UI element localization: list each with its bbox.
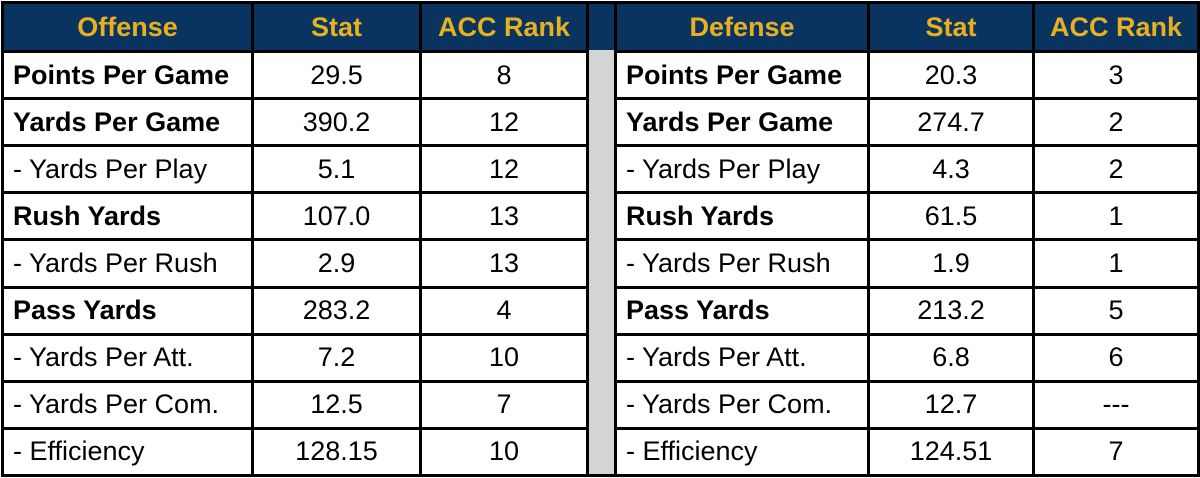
offense-stat-cell: 29.5 xyxy=(251,49,422,101)
offense-stat-cell: 128.15 xyxy=(251,426,422,478)
defense-stat-cell: 1.9 xyxy=(867,238,1035,289)
offense-rank-cell: 7 xyxy=(419,379,589,430)
defense-rank-cell: 7 xyxy=(1032,426,1200,478)
defense-stat-cell: 12.7 xyxy=(867,379,1035,430)
offense-label-cell: - Yards Per Com. xyxy=(1,379,254,430)
offense-stat-cell: 283.2 xyxy=(251,285,422,336)
offense-header-rank: ACC Rank xyxy=(419,1,589,53)
defense-label-cell: - Yards Per Att. xyxy=(614,332,870,383)
defense-label-cell: - Yards Per Play xyxy=(614,144,870,195)
defense-rank-cell: 5 xyxy=(1032,285,1200,336)
defense-row: Yards Per Game 274.7 2 xyxy=(614,97,1200,148)
defense-label-cell: - Efficiency xyxy=(614,426,870,478)
defense-label-cell: Rush Yards xyxy=(614,191,870,242)
offense-rank-cell: 4 xyxy=(419,285,589,336)
defense-row: Pass Yards 213.2 5 xyxy=(614,285,1200,336)
table-separator xyxy=(589,1,614,477)
offense-row: Pass Yards 283.2 4 xyxy=(1,285,589,336)
defense-rank-cell: 6 xyxy=(1032,332,1200,383)
defense-rank-cell: 1 xyxy=(1032,191,1200,242)
defense-label-cell: Points Per Game xyxy=(614,49,870,101)
offense-row: - Yards Per Att. 7.2 10 xyxy=(1,332,589,383)
defense-header-stat: Stat xyxy=(867,1,1035,53)
defense-body: Points Per Game 20.3 3 Yards Per Game 274.7 2… xyxy=(614,49,1200,478)
defense-table: Defense Stat ACC Rank Points Per Game 20.… xyxy=(614,1,1200,478)
offense-rank-cell: 13 xyxy=(419,238,589,289)
defense-rank-cell: 2 xyxy=(1032,144,1200,195)
defense-row: - Yards Per Att. 6.8 6 xyxy=(614,332,1200,383)
defense-row: Points Per Game 20.3 3 xyxy=(614,49,1200,101)
defense-label-cell: Pass Yards xyxy=(614,285,870,336)
defense-row: - Efficiency 124.51 7 xyxy=(614,426,1200,478)
offense-label-cell: Rush Yards xyxy=(1,191,254,242)
offense-table: Offense Stat ACC Rank Points Per Game 29.… xyxy=(1,1,589,478)
defense-stat-cell: 20.3 xyxy=(867,49,1035,101)
offense-label-cell: Points Per Game xyxy=(1,49,254,101)
defense-row: - Yards Per Rush 1.9 1 xyxy=(614,238,1200,289)
offense-rank-cell: 13 xyxy=(419,191,589,242)
offense-body: Points Per Game 29.5 8 Yards Per Game 390.2 1… xyxy=(1,49,589,478)
defense-header-category: Defense xyxy=(614,1,870,53)
offense-row: Rush Yards 107.0 13 xyxy=(1,191,589,242)
offense-header-category: Offense xyxy=(1,1,254,53)
offense-stat-cell: 390.2 xyxy=(251,97,422,148)
offense-row: Yards Per Game 390.2 12 xyxy=(1,97,589,148)
defense-rank-cell: 2 xyxy=(1032,97,1200,148)
offense-stat-cell: 2.9 xyxy=(251,238,422,289)
defense-stat-cell: 213.2 xyxy=(867,285,1035,336)
offense-rank-cell: 10 xyxy=(419,332,589,383)
offense-label-cell: - Yards Per Play xyxy=(1,144,254,195)
offense-label-cell: Pass Yards xyxy=(1,285,254,336)
offense-label-cell: - Yards Per Rush xyxy=(1,238,254,289)
offense-row: Points Per Game 29.5 8 xyxy=(1,49,589,101)
defense-row: - Yards Per Com. 12.7 --- xyxy=(614,379,1200,430)
offense-rank-cell: 10 xyxy=(419,426,589,478)
offense-label-cell: - Efficiency xyxy=(1,426,254,478)
defense-rank-cell: 3 xyxy=(1032,49,1200,101)
defense-stat-cell: 274.7 xyxy=(867,97,1035,148)
offense-row: - Efficiency 128.15 10 xyxy=(1,426,589,478)
defense-stat-cell: 6.8 xyxy=(867,332,1035,383)
defense-stat-cell: 4.3 xyxy=(867,144,1035,195)
offense-header-row: Offense Stat ACC Rank xyxy=(1,1,589,53)
offense-row: - Yards Per Play 5.1 12 xyxy=(1,144,589,195)
offense-rank-cell: 12 xyxy=(419,144,589,195)
table-separator-header xyxy=(589,4,614,50)
defense-stat-cell: 124.51 xyxy=(867,426,1035,478)
defense-row: - Yards Per Play 4.3 2 xyxy=(614,144,1200,195)
offense-stat-cell: 12.5 xyxy=(251,379,422,430)
defense-rank-cell: 1 xyxy=(1032,238,1200,289)
offense-row: - Yards Per Rush 2.9 13 xyxy=(1,238,589,289)
offense-rank-cell: 8 xyxy=(419,49,589,101)
offense-row: - Yards Per Com. 12.5 7 xyxy=(1,379,589,430)
offense-label-cell: - Yards Per Att. xyxy=(1,332,254,383)
offense-label-cell: Yards Per Game xyxy=(1,97,254,148)
defense-rank-cell: --- xyxy=(1032,379,1200,430)
defense-label-cell: - Yards Per Com. xyxy=(614,379,870,430)
offense-stat-cell: 5.1 xyxy=(251,144,422,195)
offense-stat-cell: 7.2 xyxy=(251,332,422,383)
defense-label-cell: - Yards Per Rush xyxy=(614,238,870,289)
offense-rank-cell: 12 xyxy=(419,97,589,148)
offense-stat-cell: 107.0 xyxy=(251,191,422,242)
offense-header-stat: Stat xyxy=(251,1,422,53)
defense-row: Rush Yards 61.5 1 xyxy=(614,191,1200,242)
defense-label-cell: Yards Per Game xyxy=(614,97,870,148)
defense-stat-cell: 61.5 xyxy=(867,191,1035,242)
defense-header-rank: ACC Rank xyxy=(1032,1,1200,53)
defense-header-row: Defense Stat ACC Rank xyxy=(614,1,1200,53)
